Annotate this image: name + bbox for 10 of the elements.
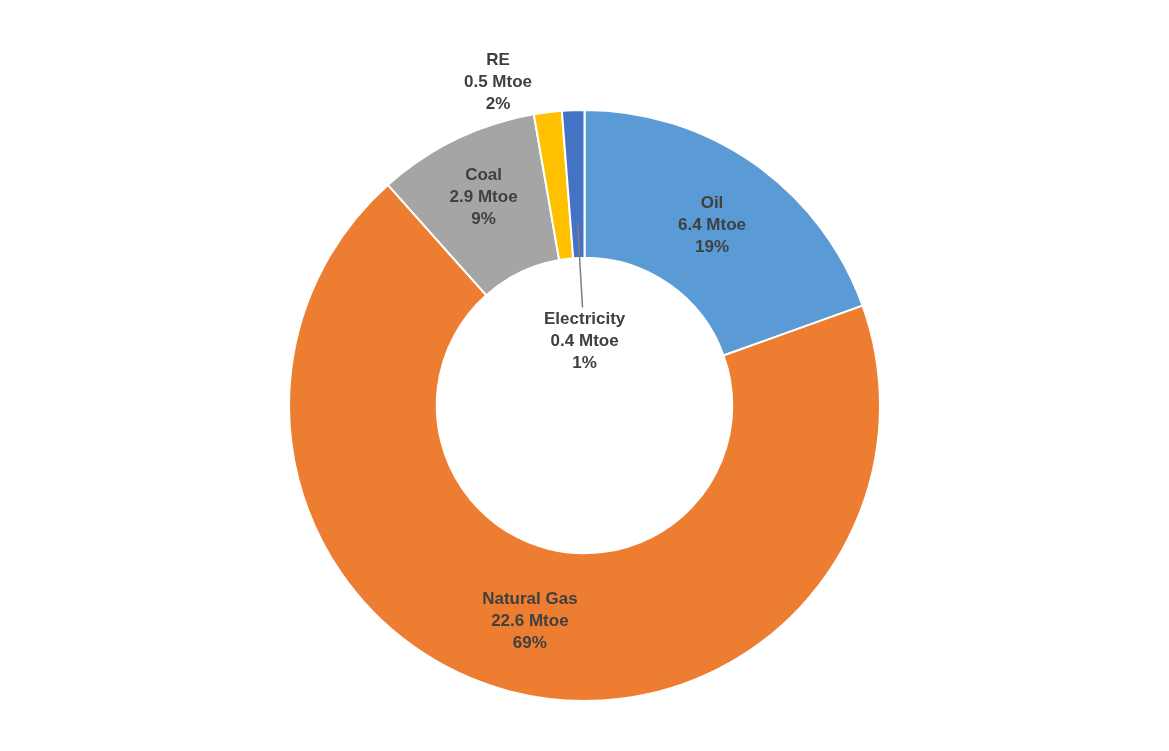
data-label: 6.4 Mtoe 19% — [677, 214, 747, 256]
slice-label: Oil — [700, 192, 724, 212]
data-label: 22.6 Mtoe 69% — [491, 610, 569, 652]
data-label: 2.9 Mtoe 9% — [449, 187, 518, 229]
data-label: 0.4 Mtoe 1% — [550, 331, 619, 373]
slice-label: Coal — [465, 165, 503, 185]
data-label: 0.5 Mtoe 2% — [463, 71, 532, 113]
slice-label: Natural Gas — [482, 588, 578, 608]
slice-label: Electricity — [544, 309, 626, 328]
slice-label: RE — [486, 49, 510, 69]
